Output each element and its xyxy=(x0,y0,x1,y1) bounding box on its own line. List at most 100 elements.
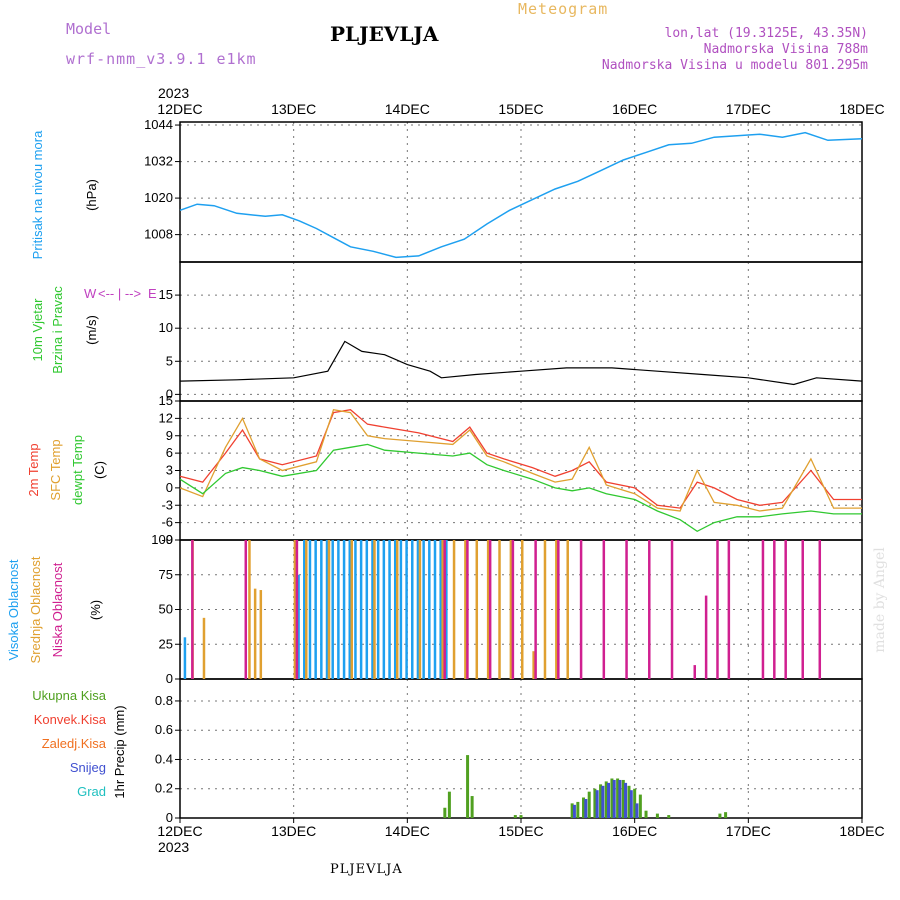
cloud-mid-bar xyxy=(543,540,547,679)
legend-hail: Grad xyxy=(77,784,106,799)
y-tick-label: 75 xyxy=(159,567,173,582)
cloud-low-bar xyxy=(648,540,651,679)
footer-station: PLJEVLJA xyxy=(330,862,403,877)
precip-total-bar xyxy=(593,788,597,818)
y-tick-label: 0 xyxy=(166,810,173,825)
cloud-low-bar xyxy=(625,540,628,679)
cloud-mid-bar xyxy=(259,590,263,679)
cloud-low-bar xyxy=(693,665,696,679)
cloud-mid-bar xyxy=(202,617,206,679)
precip-total-bar xyxy=(667,815,671,818)
precip-snow-bar xyxy=(624,782,628,818)
y-tick-label: 100 xyxy=(151,532,173,547)
precip-total-bar xyxy=(633,788,637,818)
precip-total-bar xyxy=(447,791,451,818)
cloud-high-bar xyxy=(428,540,431,679)
precip-snow-bar xyxy=(607,782,611,818)
y-tick-label: 12 xyxy=(159,410,173,425)
cloud-low-bar xyxy=(602,540,606,679)
cloud-mid-bar xyxy=(305,540,308,679)
y-tick-label: 10 xyxy=(159,320,173,335)
precip-total-bar xyxy=(718,813,722,818)
cloud-mid-bar xyxy=(293,540,297,679)
precip-total-bar xyxy=(513,815,517,818)
cloud-high-bar xyxy=(354,540,357,679)
cloud-mid-bar xyxy=(509,540,513,679)
cloud-mid-bar xyxy=(464,540,467,679)
precip-total-bar xyxy=(638,794,642,818)
precip-total-bar xyxy=(519,815,523,818)
date-tick-top: 13DEC xyxy=(271,101,316,117)
precip-total-bar xyxy=(610,778,614,818)
cloud-high-bar xyxy=(348,540,351,679)
cloud-high-bar xyxy=(405,540,408,679)
cloud-high-bar xyxy=(422,540,425,679)
y-tick-label: 1044 xyxy=(144,117,173,132)
date-tick-top: 18DEC xyxy=(839,101,884,117)
y-tick-label: 0.2 xyxy=(155,781,173,796)
year-label-top: 2023 xyxy=(158,85,189,101)
y-tick-label: 0 xyxy=(166,386,173,401)
cloud-high-bar xyxy=(393,540,397,679)
temp-2m-line xyxy=(179,409,862,509)
date-tick-top: 17DEC xyxy=(726,101,771,117)
wind-speed-line xyxy=(179,340,863,386)
year-label-bottom: 2023 xyxy=(158,839,189,855)
precip-total-bar xyxy=(466,755,470,818)
cloud-mid-bar xyxy=(566,540,569,679)
cloud-high-bar xyxy=(371,540,374,679)
cloud-high-bar xyxy=(314,540,317,679)
precip-total-bar xyxy=(627,785,631,818)
cloud-mid-bar xyxy=(441,540,444,679)
legend-freezing-rain: Zaledj.Kisa xyxy=(42,736,107,751)
compass-west: W xyxy=(84,286,97,301)
y-tick-label: 1020 xyxy=(144,190,173,205)
cloud-mid-bar xyxy=(532,651,535,679)
precip-snow-bar xyxy=(601,785,605,818)
model-altitude-label: Nadmorska Visina u modelu 801.295m xyxy=(601,58,868,73)
cloud-high-bar xyxy=(416,540,420,679)
cloud-high-bar xyxy=(325,540,329,679)
y-tick-label: 3 xyxy=(166,463,173,478)
cloud-high-bar xyxy=(445,540,448,679)
cloud-low-bar xyxy=(716,540,719,679)
compass-arrows: <-- | --> xyxy=(98,286,141,301)
wind-axis-subtitle: Brzina i Pravac xyxy=(50,286,65,374)
precip-snow-bar xyxy=(572,804,576,818)
y-tick-label: 15 xyxy=(159,287,173,302)
date-tick-top: 14DEC xyxy=(385,101,430,117)
cloud-mid-bar xyxy=(498,540,501,679)
cloud-low-bar xyxy=(534,540,537,679)
cloud-mid-title: Srednja Oblacnost xyxy=(28,556,43,663)
cloud-mid-bar xyxy=(521,540,524,679)
date-tick-top: 15DEC xyxy=(498,101,543,117)
precip-total-bar xyxy=(587,791,591,818)
y-tick-label: 1032 xyxy=(144,154,173,169)
cloud-high-bar xyxy=(382,540,386,679)
cloud-low-bar xyxy=(191,540,194,679)
date-tick-bottom: 12DEC xyxy=(157,823,202,839)
legend-convective-rain: Konvek.Kisa xyxy=(34,712,107,727)
temp-dewpoint-line xyxy=(179,443,862,533)
y-tick-label: 0 xyxy=(166,671,173,686)
precip-total-bar xyxy=(644,810,648,818)
cloud-mid-bar xyxy=(253,588,257,679)
y-tick-label: -6 xyxy=(161,515,173,530)
cloud-high-bar xyxy=(399,540,403,679)
cloud-low-bar xyxy=(244,540,248,679)
date-tick-top: 16DEC xyxy=(612,101,657,117)
cloud-high-bar xyxy=(337,540,340,679)
date-tick-bottom: 16DEC xyxy=(612,823,657,839)
panel-frame-precip xyxy=(179,678,863,819)
precip-snow-bar xyxy=(612,779,616,818)
cloud-low-bar xyxy=(818,540,822,679)
cloud-high-bar xyxy=(183,637,187,679)
cloud-low-bar xyxy=(704,595,708,679)
y-tick-label: -3 xyxy=(161,497,173,512)
cloud-low-bar xyxy=(579,540,583,679)
y-tick-label: 9 xyxy=(166,428,173,443)
cloud-low-bar xyxy=(670,540,674,679)
watermark: made by Angel xyxy=(872,547,888,653)
temp-dewpoint-title: dewpt Temp xyxy=(70,435,85,505)
cloud-low-bar xyxy=(488,540,492,679)
